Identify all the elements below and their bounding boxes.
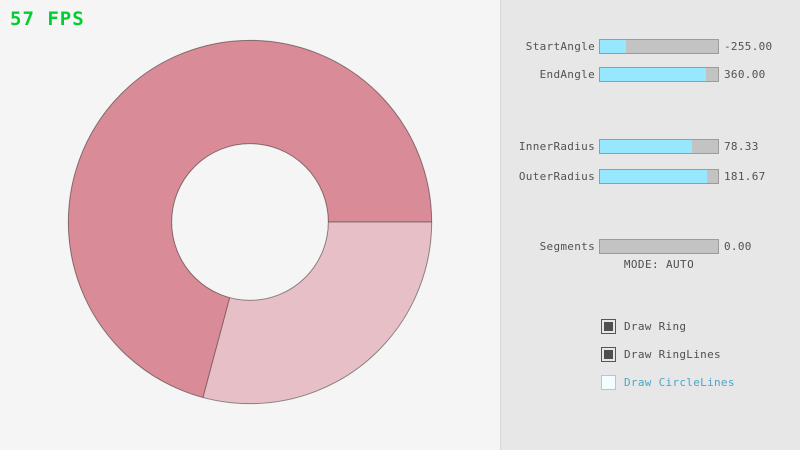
endangle-slider-fill [600,67,707,81]
draw-ring-checkbox-label: Draw Ring [624,319,687,333]
segments-value: 0.00 [724,239,752,253]
ring-outer-outline [67,39,433,405]
startangle-label: StartAngle [525,39,595,53]
ring-double-pass-sector [68,40,432,398]
draw-ringlines-checkbox-label: Draw RingLines [624,347,721,361]
controls-panel: StartAngle -255.00 EndAngle 360.00 Inner… [500,0,800,450]
fps-counter: 57 FPS [10,8,85,30]
segments-mode-text: MODE: AUTO [623,258,695,271]
checkmark-icon [604,321,613,331]
outerradius-value: 181.67 [724,169,766,183]
endangle-row: EndAngle 360.00 [501,66,800,82]
draw-ringlines-checkbox-box[interactable] [601,346,616,362]
innerradius-value: 78.33 [724,139,759,153]
startangle-slider-fill [600,39,626,53]
innerradius-slider[interactable] [599,138,719,154]
ring-inner-outline [171,143,329,301]
outerradius-row: OuterRadius 181.67 [501,168,800,184]
endangle-label: EndAngle [539,67,595,81]
ring-start-angle-line [202,297,231,398]
innerradius-row: InnerRadius 78.33 [501,138,800,154]
startangle-row: StartAngle -255.00 [501,38,800,54]
draw-ring-checkbox-box[interactable] [601,318,616,334]
outerradius-slider-fill [600,169,708,183]
segments-label: Segments [539,239,595,253]
innerradius-label: InnerRadius [518,139,595,153]
draw-circlelines-checkbox[interactable]: Draw CircleLines [601,374,735,390]
checkmark-icon [604,349,613,359]
innerradius-slider-fill [600,139,693,153]
draw-circlelines-checkbox-label: Draw CircleLines [624,375,735,389]
ring-canvas [67,39,433,405]
startangle-value: -255.00 [724,39,773,53]
startangle-slider[interactable] [599,38,719,54]
endangle-value: 360.00 [724,67,766,81]
draw-ringlines-checkbox[interactable]: Draw RingLines [601,346,721,362]
drawing-area: 57 FPS [10,8,433,405]
segments-row: Segments 0.00 [501,238,800,254]
outerradius-label: OuterRadius [518,169,595,183]
segments-slider[interactable] [599,238,719,254]
endangle-slider[interactable] [599,66,719,82]
draw-circlelines-checkbox-box[interactable] [601,374,616,390]
outerradius-slider[interactable] [599,168,719,184]
draw-ring-checkbox[interactable]: Draw Ring [601,318,686,334]
